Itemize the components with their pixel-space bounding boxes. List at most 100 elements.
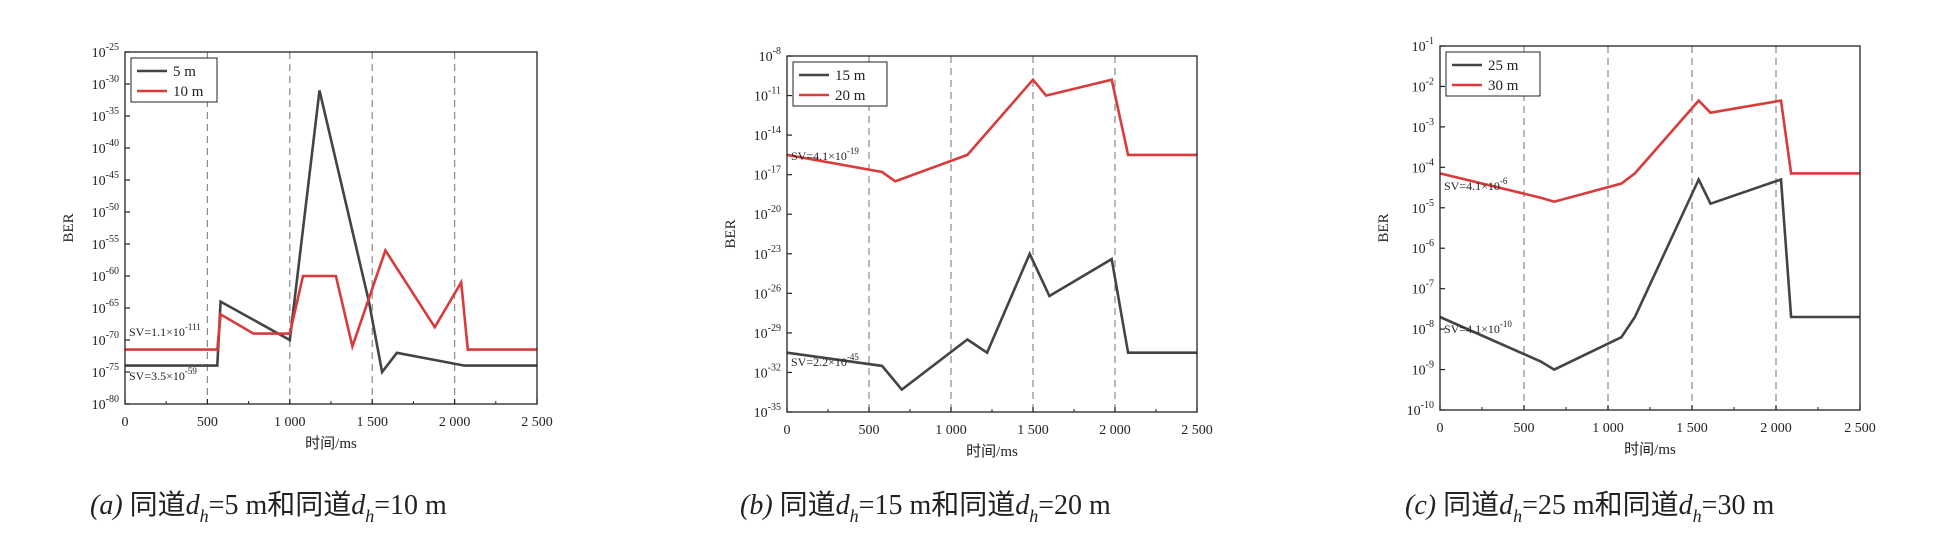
caption-sym1: d: [836, 490, 851, 521]
y-tick-exp: -6: [1426, 238, 1434, 249]
y-tick-label: 10-55: [92, 234, 119, 253]
y-tick-exp: -70: [106, 330, 119, 341]
y-tick-base: 10: [754, 248, 768, 263]
y-tick-base: 10: [92, 142, 106, 157]
y-tick-exp: -3: [1426, 117, 1434, 128]
caption-sub1: h: [1513, 506, 1522, 526]
y-tick-base: 10: [92, 78, 106, 93]
y-tick-exp: -50: [106, 202, 119, 213]
y-tick-label: 10-17: [754, 165, 781, 184]
caption-letter: (b): [740, 490, 773, 521]
y-tick-exp: -55: [106, 234, 119, 245]
x-tick-label: 2 500: [1844, 421, 1876, 436]
caption-sym2: d: [1679, 490, 1694, 521]
y-tick-label: 10-35: [754, 402, 781, 421]
y-tick-label: 10-8: [759, 46, 781, 65]
y-tick-base: 10: [92, 206, 106, 221]
sv-annotation: SV=2.2×10-45: [791, 352, 859, 369]
y-tick-exp: -65: [106, 298, 119, 309]
caption-sub2: h: [1693, 506, 1702, 526]
y-tick-label: 10-6: [1412, 238, 1434, 257]
y-tick-label: 10-9: [1412, 360, 1434, 379]
caption-text2: =25 m和同道: [1522, 489, 1679, 521]
legend-box: [130, 57, 218, 103]
x-tick-label: 500: [859, 423, 880, 438]
y-tick-label: 10-40: [92, 138, 119, 157]
chart-caption: (a) 同道dh=5 m和同道dh=10 m: [90, 489, 447, 526]
y-tick-exp: -32: [768, 362, 781, 373]
y-tick-base: 10: [1412, 161, 1426, 176]
y-tick-exp: -23: [768, 244, 781, 255]
sv-annotation-exp: -19: [847, 146, 859, 156]
y-tick-exp: -20: [768, 204, 781, 215]
x-tick-label: 2 500: [521, 415, 553, 430]
y-tick-base: 10: [1412, 283, 1426, 298]
y-tick-label: 10-50: [92, 202, 119, 221]
y-tick-label: 10-25: [92, 42, 119, 61]
x-tick-label: 1 500: [1676, 421, 1708, 436]
y-axis-label: BER: [61, 213, 77, 242]
caption-text2: =15 m和同道: [859, 489, 1016, 521]
y-tick-base: 10: [92, 238, 106, 253]
sv-annotation: SV=1.1×10-111: [129, 322, 201, 339]
y-tick-exp: -11: [768, 86, 781, 97]
y-tick-exp: -45: [106, 170, 119, 181]
y-tick-base: 10: [1412, 242, 1426, 257]
sv-annotation-base: SV=3.5×10: [129, 369, 185, 383]
series-line-20m: [786, 77, 1197, 183]
sv-annotation-base: SV=4.1×10: [1444, 322, 1500, 336]
y-tick-base: 10: [1407, 404, 1421, 419]
y-tick-label: 10-11: [754, 86, 781, 105]
y-tick-exp: -10: [1421, 400, 1434, 411]
y-tick-label: 10-14: [754, 125, 781, 144]
caption-sub2: h: [365, 506, 374, 526]
y-tick-base: 10: [92, 302, 106, 317]
y-tick-exp: -8: [1426, 319, 1434, 330]
y-tick-label: 10-45: [92, 170, 119, 189]
caption-text3: =10 m: [374, 490, 447, 521]
series-line-30m: [1439, 98, 1860, 204]
caption-text3: =20 m: [1038, 490, 1111, 521]
y-tick-exp: -60: [106, 266, 119, 277]
y-tick-exp: -25: [106, 42, 119, 53]
chart-caption: (c) 同道dh=25 m和同道dh=30 m: [1405, 489, 1774, 526]
x-tick-label: 2 000: [1099, 423, 1131, 438]
x-tick-label: 500: [1514, 421, 1535, 436]
y-tick-exp: -26: [768, 283, 781, 294]
legend-entry: 30 m: [1488, 78, 1519, 94]
sv-annotation-base: SV=1.1×10: [129, 325, 185, 339]
y-tick-label: 10-8: [1412, 319, 1434, 338]
y-tick-exp: -30: [106, 74, 119, 85]
y-tick-label: 10-65: [92, 298, 119, 317]
y-tick-base: 10: [754, 169, 768, 184]
y-tick-base: 10: [92, 398, 106, 413]
sv-annotation: SV=4.1×10-19: [791, 146, 859, 163]
sv-annotation-exp: -10: [1500, 319, 1512, 329]
caption-: [1436, 490, 1443, 521]
y-tick-base: 10: [1412, 80, 1426, 95]
y-tick-exp: -80: [106, 394, 119, 405]
legend-entry: 15 m: [835, 68, 866, 84]
caption-text3: =30 m: [1702, 490, 1775, 521]
y-tick-exp: -5: [1426, 198, 1434, 209]
x-axis-label: 时间/ms: [1624, 441, 1676, 458]
x-tick-label: 2 000: [439, 415, 471, 430]
caption-sub1: h: [850, 506, 859, 526]
caption-letter: (c): [1405, 490, 1436, 521]
sv-annotation-exp: -111: [185, 322, 201, 332]
legend: 15 m 20 m: [792, 61, 888, 107]
series-line-15m: [786, 250, 1197, 392]
sv-annotation-base: SV=2.2×10: [791, 355, 847, 369]
y-tick-exp: -75: [106, 362, 119, 373]
caption-sym2: d: [351, 490, 366, 521]
y-tick-label: 10-7: [1412, 279, 1434, 298]
y-tick-label: 10-2: [1412, 76, 1434, 95]
x-tick-label: 2 500: [1181, 423, 1213, 438]
caption-text1: 同道: [780, 489, 836, 521]
x-tick-label: 2 000: [1760, 421, 1792, 436]
caption-sym1: d: [186, 490, 201, 521]
y-tick-base: 10: [754, 327, 768, 342]
y-tick-exp: -29: [768, 323, 781, 334]
series-line-25m: [1439, 176, 1860, 372]
